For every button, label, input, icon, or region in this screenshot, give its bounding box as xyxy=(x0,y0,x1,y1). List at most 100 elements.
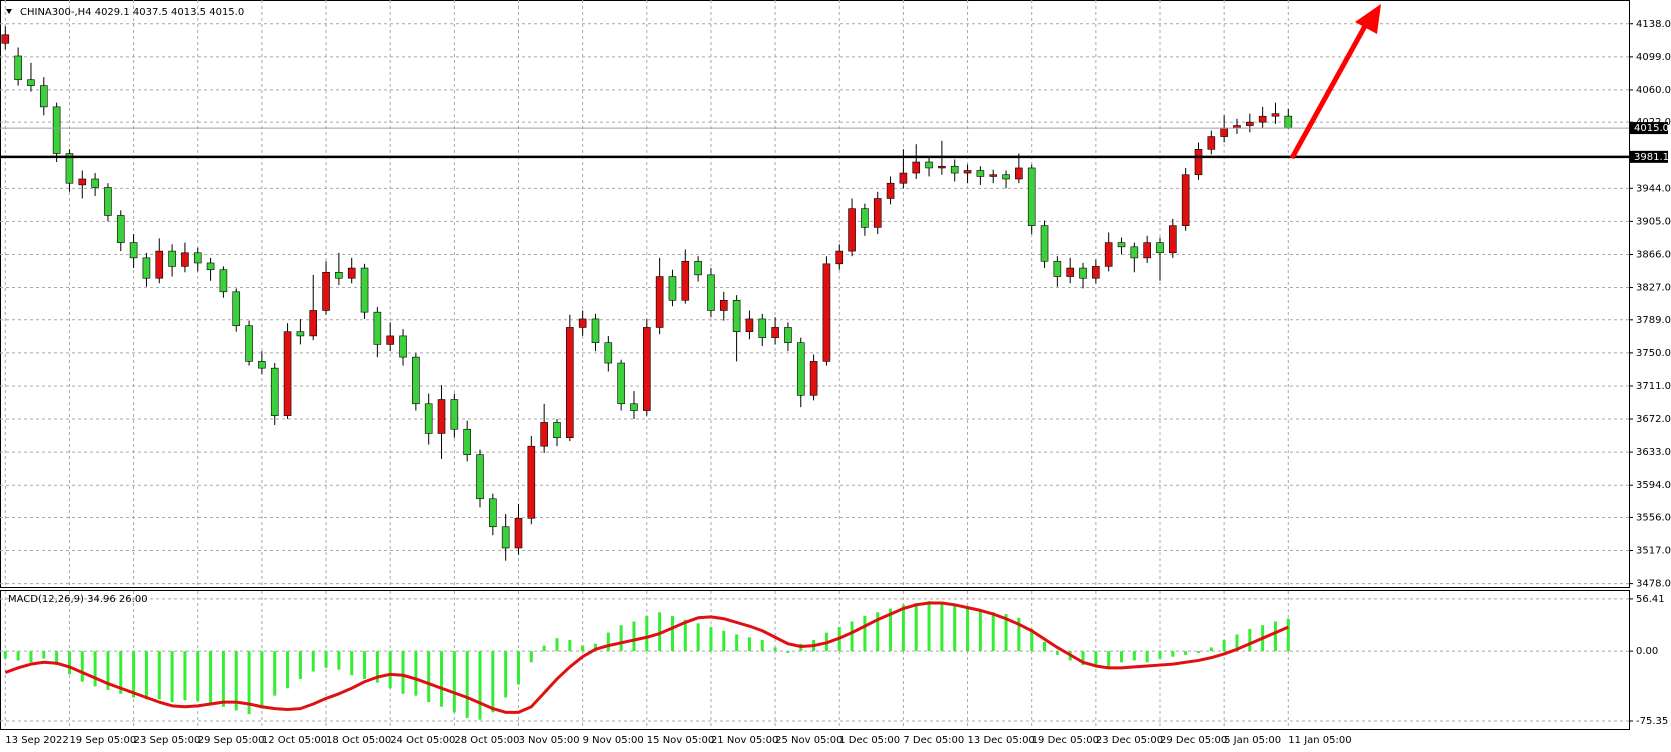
macd-bar xyxy=(29,651,33,663)
macd-bar xyxy=(1145,651,1149,663)
candle-body xyxy=(1,34,10,44)
macd-bar xyxy=(286,651,290,689)
candle-body xyxy=(104,187,112,216)
candle-body xyxy=(1079,267,1087,279)
macd-title: MACD(12,26,9) 34.96 26.00 xyxy=(8,594,148,605)
macd-bar xyxy=(1209,647,1213,652)
macd-bar xyxy=(1017,617,1021,652)
candle-body xyxy=(1092,266,1100,279)
macd-bar xyxy=(542,645,546,652)
macd-bar xyxy=(183,651,187,701)
candle-body xyxy=(642,327,651,411)
macd-bar xyxy=(234,651,238,711)
macd-bar xyxy=(1235,634,1239,652)
y-tick-label: 3517.0 xyxy=(1636,546,1671,557)
macd-bar xyxy=(1055,651,1059,655)
macd-bar xyxy=(1004,614,1008,652)
x-tick-label: 3 Nov 05:00 xyxy=(519,735,580,746)
candle-body xyxy=(322,271,330,311)
x-tick-label: 7 Dec 05:00 xyxy=(903,735,964,746)
macd-bar xyxy=(1196,651,1200,654)
candle-body xyxy=(437,399,446,434)
macd-bar xyxy=(132,651,136,698)
candle-body xyxy=(1130,246,1139,259)
candle-body xyxy=(745,318,754,332)
candle-body xyxy=(1027,167,1036,226)
title-marker xyxy=(6,9,12,14)
candle-body xyxy=(232,291,241,327)
macd-bar xyxy=(67,651,71,675)
x-tick-label: 19 Dec 05:00 xyxy=(1032,735,1099,746)
candle-body xyxy=(309,310,318,337)
candle-body xyxy=(360,267,369,313)
candle-body xyxy=(732,299,741,332)
macd-bar xyxy=(119,651,123,694)
candle-body xyxy=(617,362,625,405)
macd-bar xyxy=(696,623,700,652)
candle-body xyxy=(335,271,343,279)
macd-bar xyxy=(850,621,854,652)
macd-bar xyxy=(1094,651,1098,666)
y-tick-label: 3944.0 xyxy=(1636,183,1671,194)
candle-body xyxy=(501,526,510,549)
macd-bar xyxy=(914,602,918,652)
candle-body xyxy=(181,252,189,267)
macd-bar xyxy=(901,604,905,652)
macd-bar xyxy=(363,651,367,679)
candle-body xyxy=(540,422,548,447)
candle-body xyxy=(873,198,882,228)
macd-bar xyxy=(170,651,174,703)
x-tick-label: 13 Sep 2022 xyxy=(5,735,68,746)
macd-bar xyxy=(260,651,264,709)
y-tick-label: 3905.0 xyxy=(1636,216,1671,227)
macd-bar xyxy=(658,612,662,652)
x-tick-label: 5 Jan 05:00 xyxy=(1224,735,1281,746)
candle-body xyxy=(91,178,99,188)
candle-body xyxy=(668,276,677,301)
candle-body xyxy=(412,356,420,405)
signal-line xyxy=(4,601,1289,714)
candle-body xyxy=(989,174,998,177)
x-tick-label: 29 Dec 05:00 xyxy=(1160,735,1227,746)
macd-bar xyxy=(863,615,867,652)
macd-bar xyxy=(375,651,379,683)
macd-bar xyxy=(1043,641,1047,652)
macd-bar xyxy=(491,651,495,713)
candle-body xyxy=(925,161,933,169)
candle-body xyxy=(963,170,972,174)
candle-body xyxy=(707,274,715,311)
candle-body xyxy=(142,257,151,279)
macd-bar xyxy=(1132,651,1136,661)
candle-body xyxy=(1271,113,1280,117)
candle-body xyxy=(886,182,895,199)
x-tick-label: 11 Jan 05:00 xyxy=(1288,735,1351,746)
macd-bar xyxy=(465,651,469,718)
candle-body xyxy=(1117,242,1126,248)
macd-bar xyxy=(414,651,418,696)
macd-bar xyxy=(298,651,302,679)
macd-bar xyxy=(593,643,597,652)
macd-bar xyxy=(273,651,277,696)
y-tick-label: 3827.0 xyxy=(1636,283,1671,294)
level-label-bg xyxy=(1630,150,1668,163)
arrow-shaft xyxy=(1289,24,1368,160)
y-tick-label: 4060.0 xyxy=(1636,85,1671,96)
candle-body xyxy=(1258,115,1267,123)
candle-body xyxy=(822,263,831,362)
macd-bar xyxy=(722,630,726,652)
macd-bar xyxy=(350,651,354,676)
macd-bar xyxy=(670,615,674,652)
candle-body xyxy=(129,242,138,259)
macd-bar xyxy=(324,651,328,668)
candle-body xyxy=(270,367,279,416)
macd-bar xyxy=(760,640,764,652)
macd-bar xyxy=(427,651,431,703)
price-label-bg xyxy=(1630,122,1668,135)
candle-body xyxy=(296,331,305,337)
macd-bar xyxy=(80,651,84,682)
candle-body xyxy=(14,55,22,81)
macd-bar xyxy=(1222,640,1226,652)
macd-bar xyxy=(568,640,572,652)
